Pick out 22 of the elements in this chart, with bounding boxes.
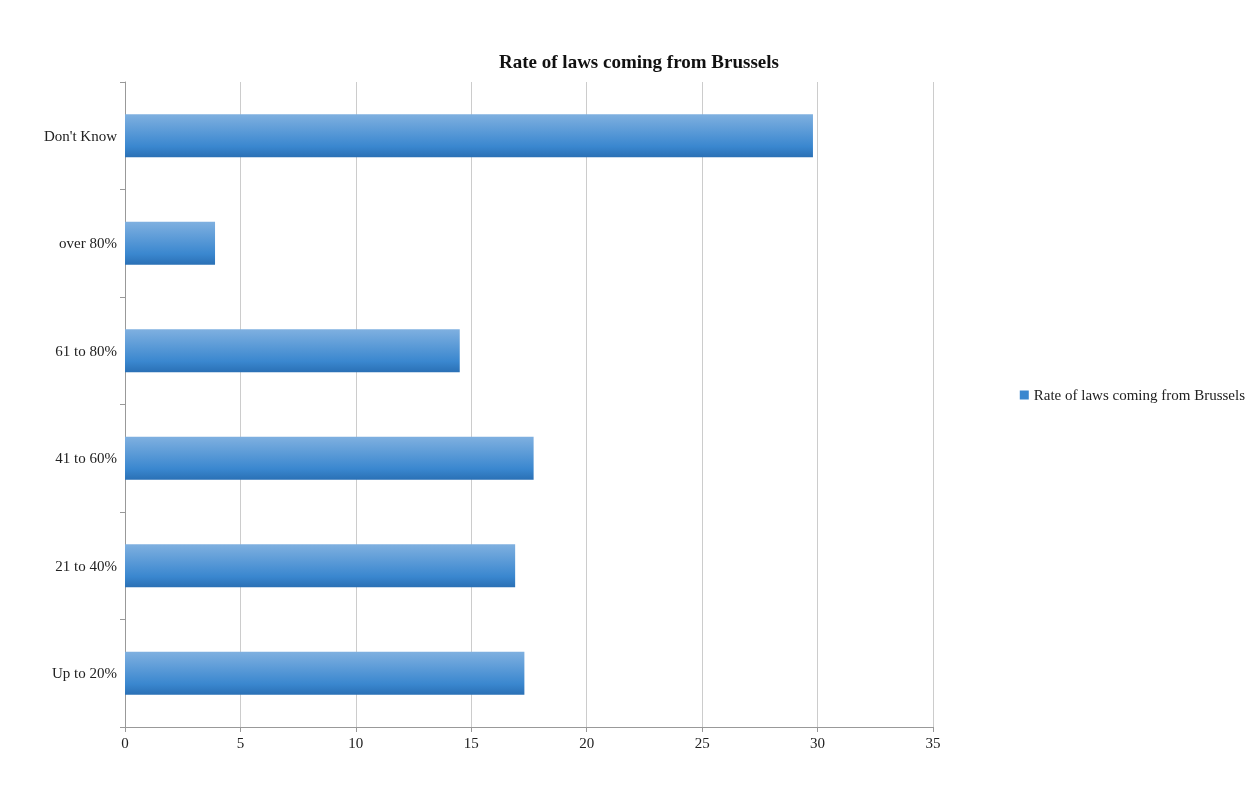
x-tick-label: 10	[348, 734, 364, 751]
bar	[125, 221, 216, 265]
y-tick-label: over 80%	[59, 235, 117, 252]
x-tick-label: 25	[694, 734, 710, 751]
y-tick-label: 21 to 40%	[55, 557, 117, 574]
x-tick-label: 5	[236, 734, 245, 751]
legend-label: Rate of laws coming from Brussels	[1033, 387, 1246, 403]
x-tick-label: 30	[810, 734, 826, 751]
y-tick-label: Up to 20%	[52, 665, 117, 682]
bar	[125, 651, 525, 695]
x-tick-label: 0	[121, 734, 129, 751]
bar	[125, 544, 516, 588]
x-tick-label: 15	[463, 734, 479, 751]
bar	[125, 114, 813, 158]
y-tick-label: 41 to 60%	[55, 450, 117, 467]
bar	[125, 436, 534, 480]
x-tick-label: 35	[925, 734, 941, 751]
y-tick-label: Don't Know	[43, 127, 118, 144]
chart-title: Rate of laws coming from Brussels	[499, 51, 779, 72]
bar	[125, 329, 460, 373]
x-tick-label: 20	[579, 734, 595, 751]
y-tick-label: 61 to 80%	[55, 342, 117, 359]
